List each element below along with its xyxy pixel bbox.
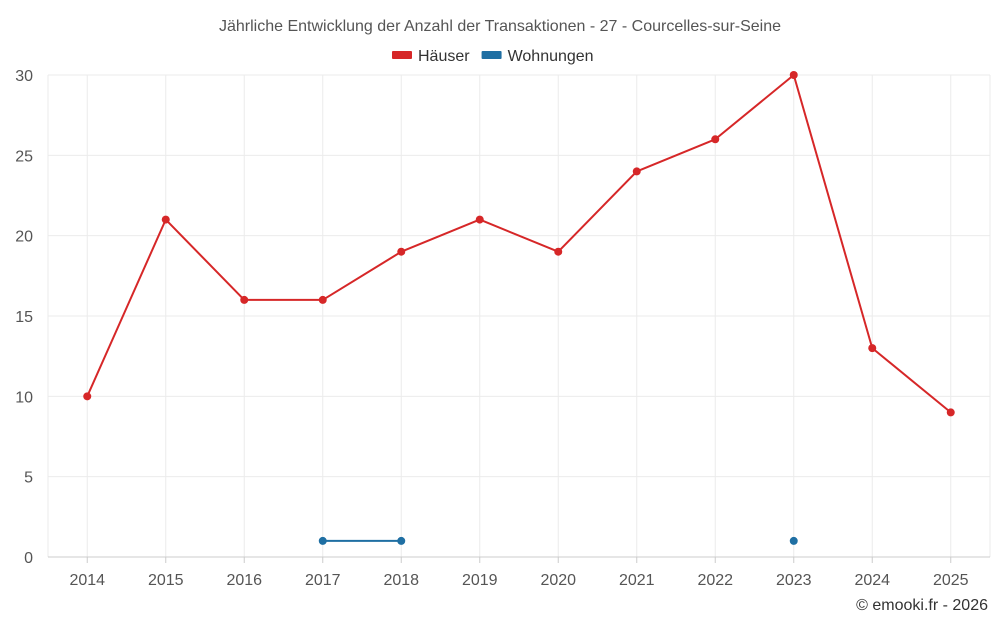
x-tick-label: 2024 <box>854 572 890 589</box>
data-point[interactable] <box>711 135 720 144</box>
data-point[interactable] <box>83 392 92 401</box>
series-häuser <box>83 71 955 417</box>
legend-item-wohnungen[interactable]: Wohnungen <box>481 48 594 65</box>
data-point[interactable] <box>240 295 249 304</box>
y-tick-label: 25 <box>15 148 33 165</box>
data-point[interactable] <box>397 536 406 545</box>
x-tick-label: 2021 <box>619 572 655 589</box>
x-tick-label: 2022 <box>697 572 733 589</box>
legend-label: Wohnungen <box>508 48 594 65</box>
data-point[interactable] <box>318 536 327 545</box>
x-tick-label: 2023 <box>776 572 812 589</box>
data-point[interactable] <box>554 247 563 256</box>
x-tick-label: 2016 <box>226 572 262 589</box>
data-point[interactable] <box>161 215 170 224</box>
legend-label: Häuser <box>418 48 470 65</box>
y-tick-label: 10 <box>15 389 33 406</box>
legend-item-häuser[interactable]: Häuser <box>392 48 470 65</box>
x-tick-label: 2015 <box>148 572 184 589</box>
data-point[interactable] <box>868 344 877 353</box>
data-point[interactable] <box>632 167 641 176</box>
x-tick-label: 2014 <box>69 572 105 589</box>
series-wohnungen <box>318 536 798 545</box>
data-point[interactable] <box>318 295 327 304</box>
credit-text: © emooki.fr - 2026 <box>856 597 988 614</box>
chart-title: Jährliche Entwicklung der Anzahl der Tra… <box>219 18 781 35</box>
grid <box>47 74 991 557</box>
data-point[interactable] <box>789 536 798 545</box>
x-tick-label: 2020 <box>540 572 576 589</box>
x-tick-label: 2018 <box>383 572 419 589</box>
data-point[interactable] <box>789 71 798 79</box>
x-tick-label: 2019 <box>462 572 498 589</box>
legend-swatch <box>481 51 502 59</box>
x-tick-label: 2017 <box>305 572 341 589</box>
x-tick-label: 2025 <box>933 572 969 589</box>
y-tick-label: 20 <box>15 229 33 246</box>
legend-swatch <box>392 51 412 59</box>
data-point[interactable] <box>475 215 484 224</box>
y-tick-label: 30 <box>15 68 33 85</box>
y-tick-label: 0 <box>24 550 33 567</box>
data-point[interactable] <box>946 408 955 417</box>
legend: Häuser Wohnungen <box>392 48 594 65</box>
series-line <box>86 74 952 414</box>
y-tick-label: 15 <box>15 309 33 326</box>
data-point[interactable] <box>397 247 406 256</box>
series <box>83 71 955 545</box>
y-tick-label: 5 <box>24 470 33 487</box>
